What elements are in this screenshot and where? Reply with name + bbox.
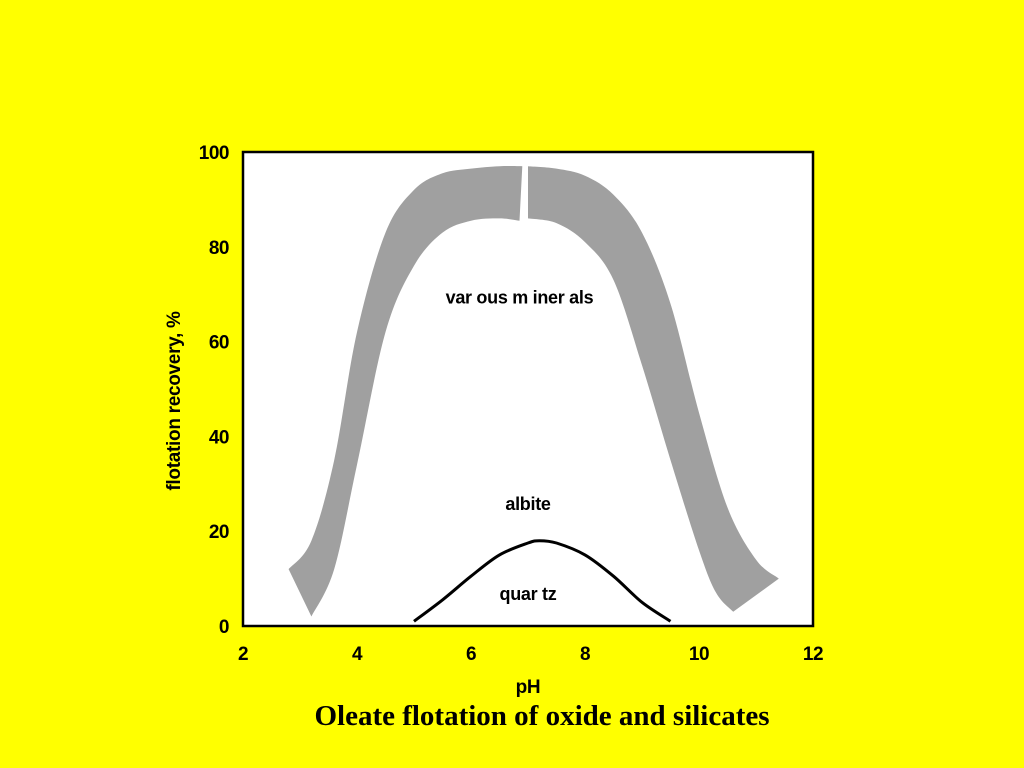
x-tick-label: 10	[689, 644, 709, 665]
x-axis-ticks: 2 4 6 8 10 12	[238, 644, 824, 665]
y-axis-ticks: 0 20 40 60 80 100	[199, 143, 230, 638]
annotations: var ous m iner als albite quar tz	[446, 288, 594, 604]
y-axis-label: flotation recovery, %	[164, 311, 185, 491]
x-tick-label: 8	[580, 644, 590, 665]
annotation-label: quar tz	[500, 584, 557, 604]
band-left-segment	[288, 166, 523, 617]
x-tick-label: 6	[466, 644, 476, 665]
x-tick-label: 2	[238, 644, 248, 665]
slide-caption: Oleate flotation of oxide and silicates	[314, 700, 770, 732]
y-tick-label: 60	[209, 333, 229, 354]
annotation-label: albite	[505, 494, 551, 514]
x-tick-label: 4	[352, 644, 363, 665]
y-tick-label: 80	[209, 238, 229, 259]
annotation-label: var ous m iner als	[446, 288, 594, 308]
y-tick-label: 0	[219, 617, 229, 638]
various-minerals-band	[288, 166, 779, 617]
y-tick-label: 100	[199, 143, 229, 164]
band-right-segment	[528, 166, 779, 612]
y-tick-label: 40	[209, 427, 229, 448]
plot-frame	[241, 150, 815, 628]
x-axis-label: pH	[516, 677, 541, 698]
quartz-curve	[413, 539, 672, 623]
y-tick-label: 20	[209, 522, 229, 543]
x-tick-label: 12	[803, 644, 823, 665]
